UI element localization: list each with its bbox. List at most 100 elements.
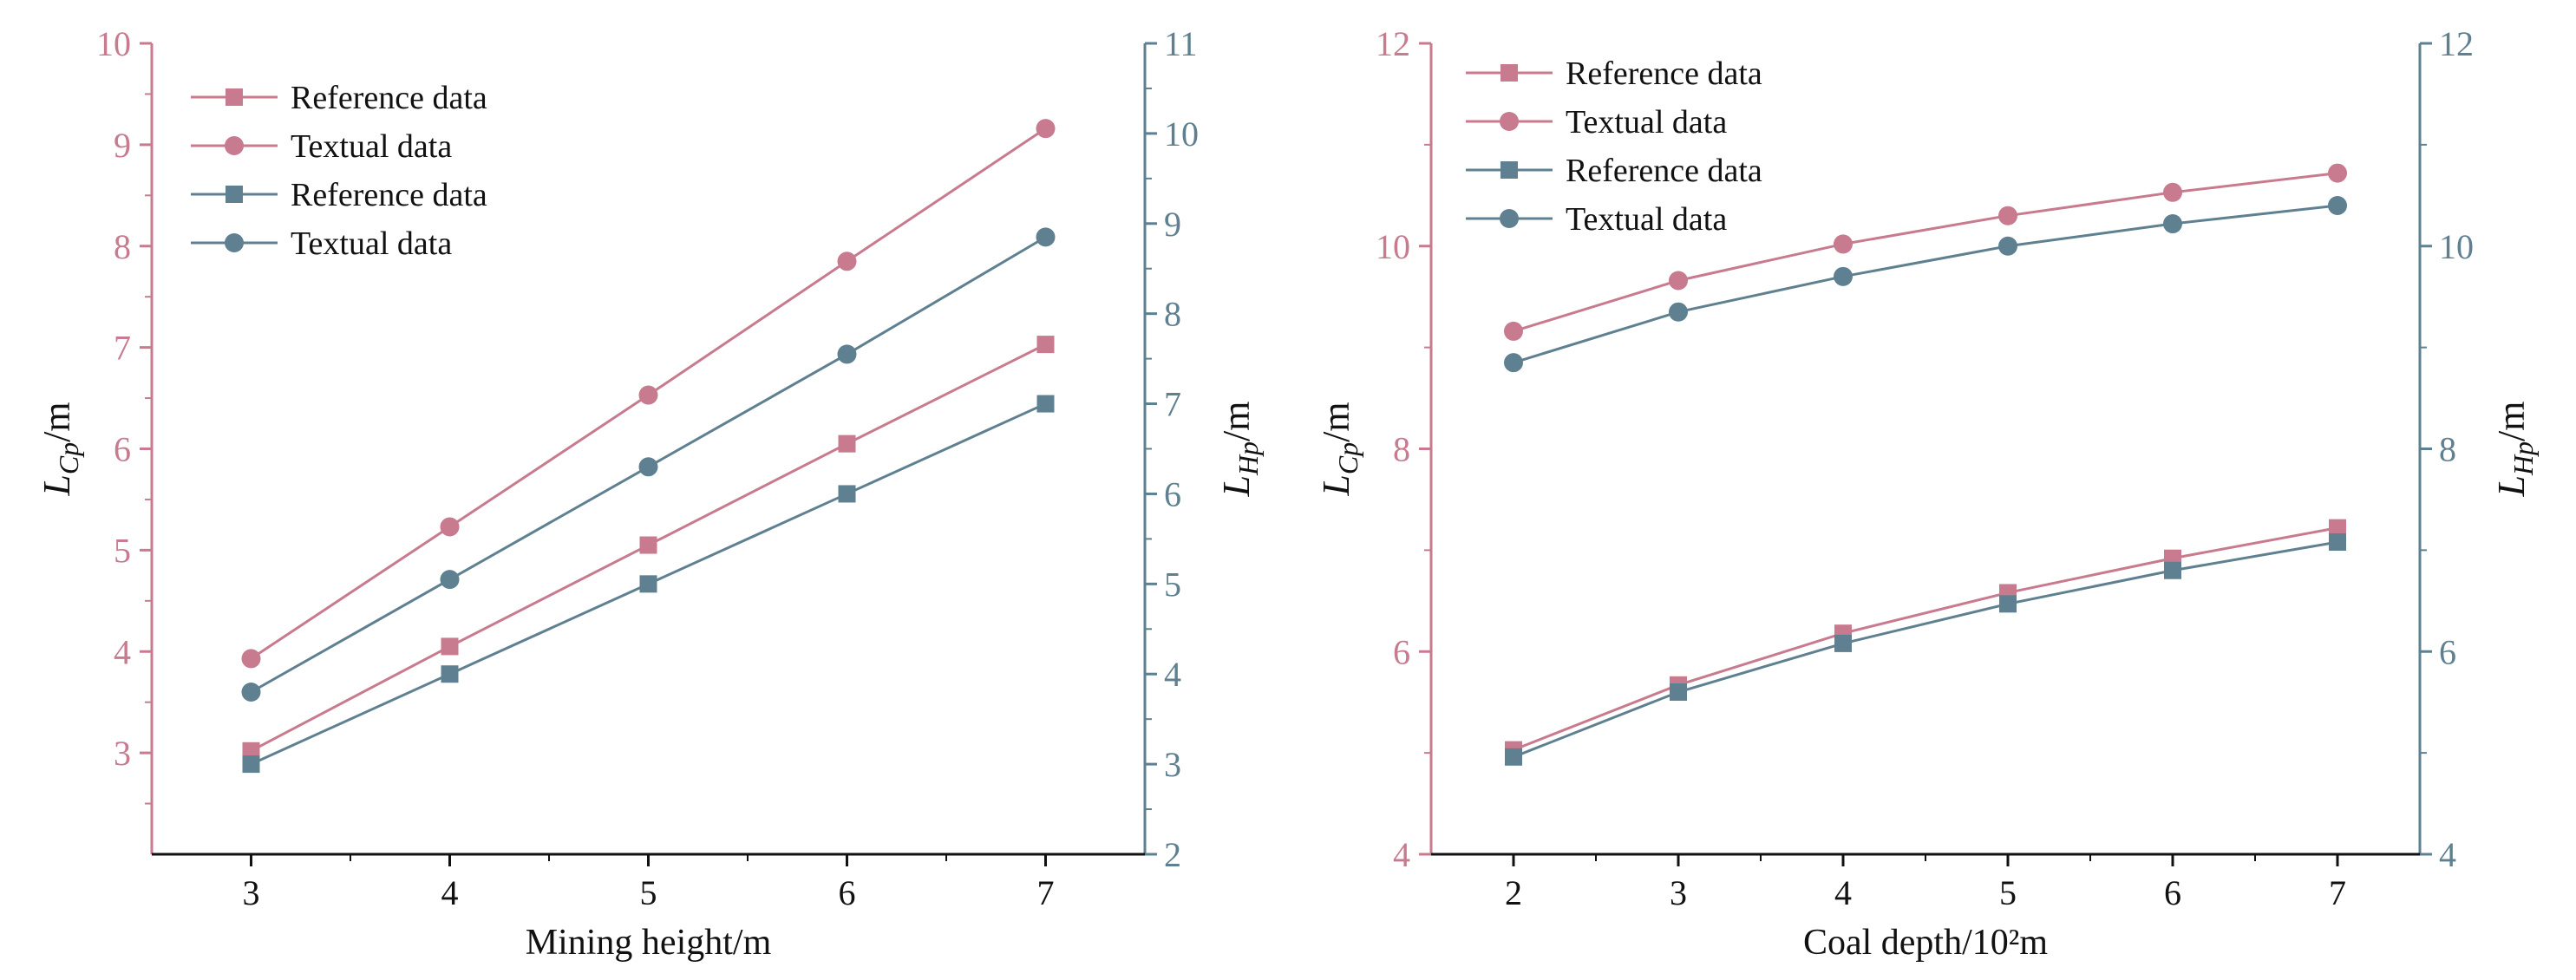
data-point [1834, 234, 1853, 254]
data-point [1998, 206, 2017, 225]
data-point [2329, 519, 2346, 537]
right-y-axis-label: LHp/m [1215, 401, 1264, 497]
data-point [1999, 595, 2017, 613]
legend-marker [1500, 112, 1519, 131]
data-point [2164, 561, 2181, 579]
data-point [639, 575, 657, 593]
legend-label: Reference data [291, 177, 487, 213]
x-tick-label: 6 [839, 873, 856, 912]
right-y-axis-label: LHp/m [2490, 401, 2539, 497]
legend-marker [225, 136, 244, 155]
right-tick-label: 12 [2439, 24, 2474, 63]
x-tick-label: 6 [2164, 873, 2181, 912]
series-line [1513, 540, 2338, 759]
data-point [440, 517, 460, 537]
legend-marker [226, 88, 243, 106]
data-point [838, 434, 856, 453]
x-tick-label: 5 [1999, 873, 2017, 912]
left-tick-label: 4 [1393, 835, 1410, 874]
legend-label: Textual data [291, 225, 452, 262]
left-y-axis-label: LCp/m [1315, 402, 1363, 496]
left-tick-label: 10 [1376, 227, 1410, 266]
series-line [1513, 172, 2338, 333]
data-point [1834, 266, 1853, 286]
legend-label: Textual data [1566, 104, 1727, 140]
data-point [2328, 196, 2347, 215]
left-tick-label: 5 [114, 531, 131, 570]
series-3 [1504, 196, 2347, 373]
right-tick-label: 10 [2439, 227, 2474, 266]
x-tick-label: 7 [1037, 873, 1055, 912]
right-tick-label: 10 [1164, 114, 1199, 154]
series-1 [241, 119, 1056, 669]
legend-marker [1500, 161, 1518, 179]
legend: Reference data Textual data Reference data… [191, 80, 487, 262]
data-point [2163, 182, 2182, 202]
data-point [241, 649, 261, 669]
series-2 [242, 395, 1055, 774]
legend-marker [1500, 209, 1519, 228]
legend-label: Textual data [291, 128, 452, 165]
data-point [837, 252, 857, 271]
data-point [1036, 227, 1056, 247]
data-point [241, 683, 261, 702]
legend-marker [225, 233, 244, 252]
data-point [1036, 119, 1056, 139]
data-point [242, 755, 260, 774]
right-tick-label: 6 [1164, 474, 1181, 513]
data-point [1669, 302, 1688, 322]
x-tick-label: 5 [640, 873, 657, 912]
data-point [242, 742, 260, 760]
right-tick-label: 4 [1164, 655, 1181, 694]
series-0 [242, 336, 1055, 760]
data-point [1834, 634, 1852, 652]
data-point [2163, 214, 2182, 234]
x-tick-label: 4 [1834, 873, 1852, 912]
data-point [441, 637, 459, 656]
legend-marker [1500, 64, 1518, 82]
data-point [1669, 271, 1688, 291]
x-tick-label: 2 [1505, 873, 1522, 912]
right-tick-label: 2 [1164, 835, 1181, 874]
series-2 [1505, 533, 2346, 766]
data-point [838, 485, 856, 503]
legend-label: Reference data [291, 80, 487, 116]
series-line [1513, 526, 2338, 752]
right-tick-label: 4 [2439, 835, 2456, 874]
left-tick-label: 8 [114, 227, 131, 266]
data-point [1504, 321, 1523, 341]
left-tick-label: 7 [114, 329, 131, 368]
data-point [2328, 163, 2347, 183]
data-point [1036, 395, 1055, 413]
data-point [2329, 533, 2346, 552]
x-tick-label: 3 [1670, 873, 1687, 912]
data-point [638, 385, 658, 405]
chart-mining-height: 3 4 5 6 7 3 4 5 6 7 8 9 10 2 3 4 5 6 7 8 9 10 11 Mining height/… [36, 24, 1264, 963]
data-point [837, 344, 857, 364]
x-tick-label: 4 [441, 873, 459, 912]
legend-label: Reference data [1566, 153, 1762, 189]
x-axis-label: Mining height/m [526, 923, 772, 963]
series-line [1513, 204, 2338, 364]
data-point [1505, 748, 1522, 766]
left-tick-label: 6 [114, 430, 131, 469]
right-tick-label: 9 [1164, 205, 1181, 244]
right-tick-label: 11 [1164, 24, 1198, 63]
legend-label: Textual data [1566, 201, 1727, 238]
left-tick-label: 12 [1376, 24, 1410, 63]
left-tick-label: 6 [1393, 632, 1410, 671]
left-tick-label: 9 [114, 126, 131, 165]
right-tick-label: 6 [2439, 632, 2456, 671]
chart-coal-depth: 2 3 4 5 6 7 4 6 8 10 12 4 6 8 10 12 Coal depth/10²m LCp/m… [1315, 24, 2539, 963]
left-tick-label: 8 [1393, 430, 1410, 469]
x-tick-label: 7 [2329, 873, 2346, 912]
data-point [441, 665, 459, 683]
series-3 [241, 227, 1056, 702]
left-y-axis-label: LCp/m [36, 402, 84, 496]
legend-marker [226, 186, 243, 203]
data-point [1670, 683, 1687, 701]
x-tick-label: 3 [243, 873, 260, 912]
data-point [639, 536, 657, 554]
left-tick-label: 3 [114, 734, 131, 773]
